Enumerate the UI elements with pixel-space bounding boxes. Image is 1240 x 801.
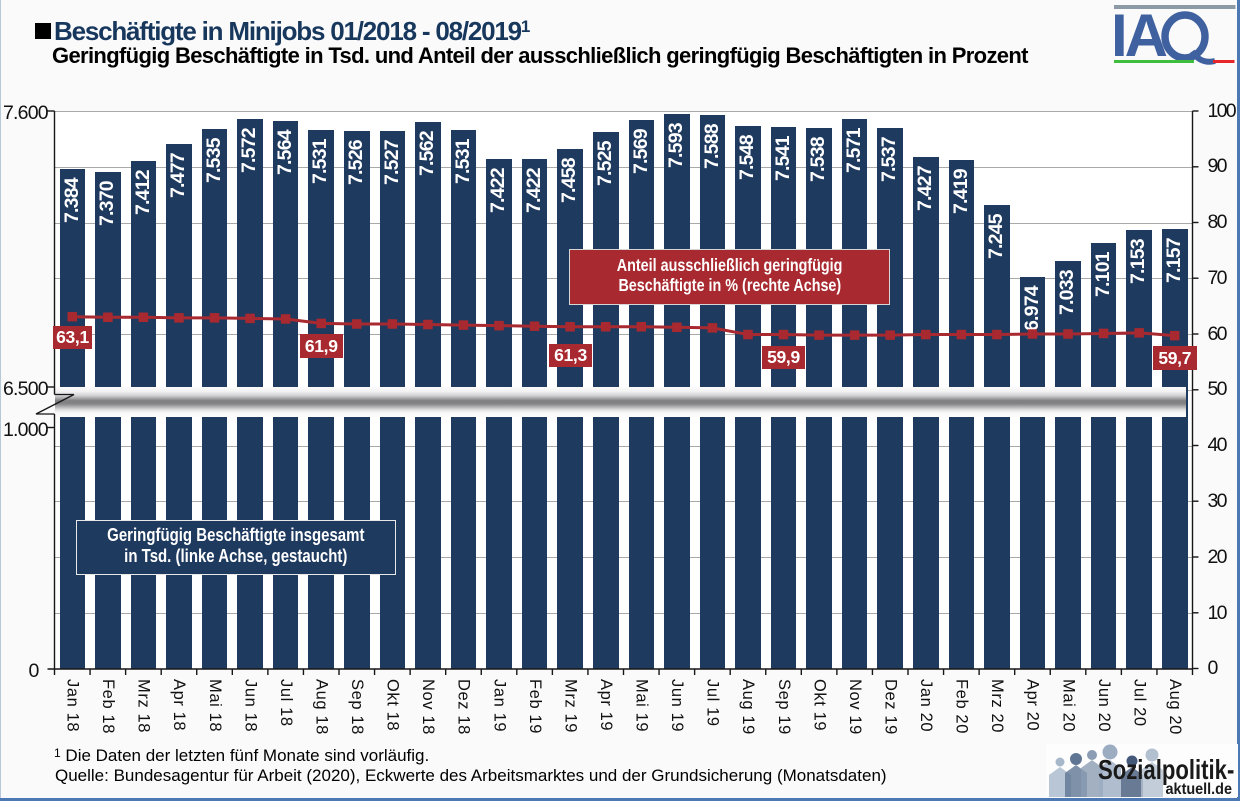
svg-text:aktuell.de: aktuell.de	[1166, 781, 1232, 797]
svg-text:Sozialpolitik-: Sozialpolitik-	[1098, 755, 1234, 786]
svg-text:IA: IA	[1113, 3, 1167, 67]
